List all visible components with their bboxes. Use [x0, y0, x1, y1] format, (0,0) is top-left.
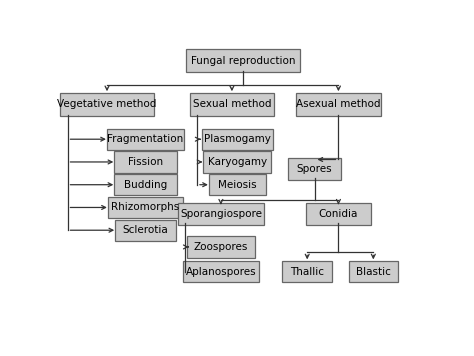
Text: Sexual method: Sexual method [192, 99, 271, 109]
Text: Zoospores: Zoospores [194, 242, 248, 252]
FancyBboxPatch shape [283, 261, 332, 282]
FancyBboxPatch shape [296, 93, 381, 116]
FancyBboxPatch shape [107, 129, 184, 150]
FancyBboxPatch shape [186, 49, 300, 72]
FancyBboxPatch shape [108, 197, 183, 218]
FancyBboxPatch shape [114, 151, 177, 173]
Text: Budding: Budding [124, 180, 167, 190]
FancyBboxPatch shape [187, 236, 255, 258]
Text: Blastic: Blastic [356, 267, 391, 277]
Text: Thallic: Thallic [290, 267, 324, 277]
FancyBboxPatch shape [209, 174, 266, 195]
Text: Conidia: Conidia [319, 209, 358, 219]
FancyBboxPatch shape [60, 93, 154, 116]
FancyBboxPatch shape [114, 174, 177, 195]
Text: Asexual method: Asexual method [296, 99, 381, 109]
FancyBboxPatch shape [203, 151, 272, 173]
Text: Fragmentation: Fragmentation [108, 134, 184, 144]
Text: Spores: Spores [297, 164, 332, 174]
Text: Rhizomorphs: Rhizomorphs [111, 203, 180, 213]
Text: Fungal reproduction: Fungal reproduction [191, 56, 295, 66]
FancyBboxPatch shape [348, 261, 398, 282]
FancyBboxPatch shape [190, 93, 274, 116]
Text: Sporangiospore: Sporangiospore [180, 209, 262, 219]
Text: Sclerotia: Sclerotia [123, 225, 168, 235]
Text: Meiosis: Meiosis [218, 180, 257, 190]
Text: Vegetative method: Vegetative method [57, 99, 157, 109]
Text: Aplanospores: Aplanospores [186, 267, 256, 277]
FancyBboxPatch shape [306, 203, 371, 225]
Text: Plasmogamy: Plasmogamy [204, 134, 271, 144]
FancyBboxPatch shape [183, 261, 258, 282]
FancyBboxPatch shape [288, 158, 341, 179]
FancyBboxPatch shape [201, 129, 273, 150]
Text: Karyogamy: Karyogamy [208, 157, 267, 167]
FancyBboxPatch shape [115, 220, 176, 241]
FancyBboxPatch shape [178, 203, 264, 225]
Text: Fission: Fission [128, 157, 163, 167]
